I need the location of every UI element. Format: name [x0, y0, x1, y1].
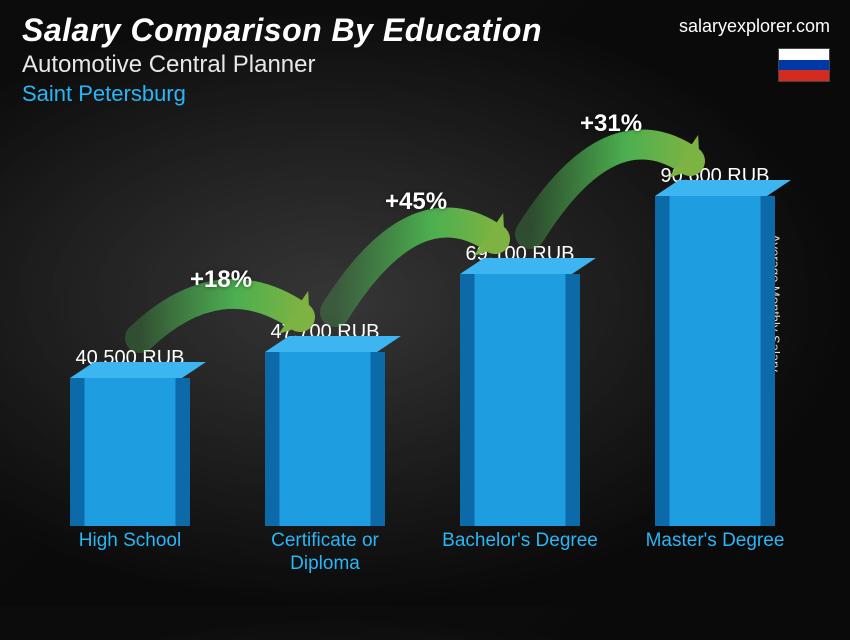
increase-label: +31%: [580, 110, 642, 138]
increase-arc: [40, 140, 840, 640]
header: Salary Comparison By Education Automotiv…: [22, 12, 542, 107]
flag-stripe: [779, 49, 829, 60]
country-flag: [778, 48, 830, 82]
brand-label: salaryexplorer.com: [679, 16, 830, 37]
job-title: Automotive Central Planner: [22, 51, 542, 79]
flag-stripe: [779, 60, 829, 71]
page-title: Salary Comparison By Education: [22, 12, 542, 49]
location: Saint Petersburg: [22, 81, 542, 107]
flag-stripe: [779, 70, 829, 81]
salary-bar-chart: 40,500 RUBHigh School47,700 RUBCertifica…: [40, 140, 800, 576]
